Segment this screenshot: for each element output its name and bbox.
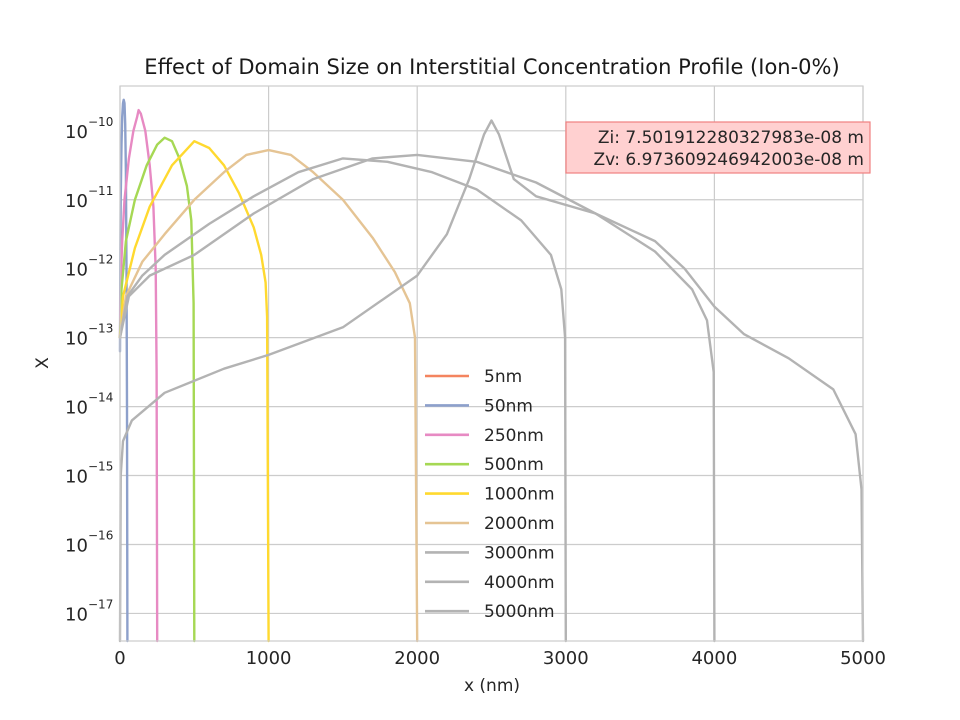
y-tick-exponent: −12: [88, 253, 113, 267]
y-tick-exponent: −11: [88, 184, 113, 198]
legend-label: 5nm: [484, 367, 522, 387]
y-tick-exponent: −16: [88, 528, 113, 542]
y-tick-label: 10 −10: [65, 115, 113, 143]
legend-item-2000nm: 2000nm: [425, 514, 555, 534]
y-tick-exponent: −15: [88, 460, 113, 474]
legend-label: 2000nm: [484, 514, 555, 534]
legend-item-5000nm: 5000nm: [425, 602, 555, 622]
y-tick-label: 10 −12: [65, 253, 113, 281]
y-tick-label: 10 −13: [65, 322, 113, 350]
x-tick-label: 3000: [543, 648, 589, 669]
legend-label: 5000nm: [484, 602, 555, 622]
y-tick-exponent: −14: [88, 391, 113, 405]
y-tick-base: 10: [65, 535, 88, 556]
legend-item-5nm: 5nm: [425, 367, 522, 387]
series-line-2000nm: [118, 148, 419, 643]
legend-label: 500nm: [484, 455, 544, 475]
legend-item-3000nm: 3000nm: [425, 543, 555, 563]
y-tick-exponent: −13: [88, 322, 113, 336]
series-line-50nm: [118, 98, 129, 643]
series-line-4000nm: [118, 153, 716, 643]
series-line-1000nm: [118, 140, 270, 643]
legend-item-50nm: 50nm: [425, 396, 533, 416]
x-tick-label: 4000: [691, 648, 737, 669]
legend-item-4000nm: 4000nm: [425, 573, 555, 593]
x-axis-label: x (nm): [464, 676, 520, 696]
y-tick-base: 10: [65, 329, 88, 350]
grid-lines: [119, 86, 864, 641]
legend-label: 1000nm: [484, 485, 555, 505]
legend-item-250nm: 250nm: [425, 426, 544, 446]
legend-item-500nm: 500nm: [425, 455, 544, 475]
y-tick-base: 10: [65, 260, 88, 281]
y-tick-base: 10: [65, 122, 88, 143]
x-tick-label: 1000: [246, 648, 292, 669]
y-axis-label: X: [33, 357, 53, 369]
x-tick-label: 0: [114, 648, 125, 669]
legend-item-1000nm: 1000nm: [425, 485, 555, 505]
y-tick-label: 10 −16: [65, 528, 113, 556]
y-tick-base: 10: [65, 191, 88, 212]
legend-label: 3000nm: [484, 543, 555, 563]
y-tick-label: 10 −14: [65, 391, 113, 419]
y-tick-label: 10 −15: [65, 460, 113, 488]
series-layer: [118, 98, 865, 643]
y-tick-label: 10 −17: [65, 597, 113, 625]
y-tick-base: 10: [65, 604, 88, 625]
x-tick-label: 5000: [840, 648, 886, 669]
chart-title: Effect of Domain Size on Interstitial Co…: [144, 55, 839, 79]
legend-label: 50nm: [484, 396, 533, 416]
y-tick-base: 10: [65, 467, 88, 488]
y-tick-label: 10 −11: [65, 184, 113, 212]
x-axis-ticks: 0 1000 2000 3000 4000 5000: [114, 648, 886, 669]
plot-frame: [119, 85, 864, 642]
legend: 5nm 50nm 250nm 500nm 1000nm 2000nm 3000nm 4000n…: [425, 367, 555, 622]
legend-label: 4000nm: [484, 573, 555, 593]
x-tick-label: 2000: [394, 648, 440, 669]
annotation-box: Zi: 7.501912280327983e-08 m Zv: 6.973609…: [565, 121, 871, 174]
annotation-line-zv: Zv: 6.973609246942003e-08 m: [593, 150, 864, 170]
y-tick-base: 10: [65, 398, 88, 419]
y-tick-exponent: −10: [88, 115, 113, 129]
legend-label: 250nm: [484, 426, 544, 446]
series-line-500nm: [118, 136, 196, 643]
annotation-line-zi: Zi: 7.501912280327983e-08 m: [598, 128, 864, 148]
y-tick-exponent: −17: [88, 597, 113, 611]
series-line-5000nm: [118, 119, 865, 643]
